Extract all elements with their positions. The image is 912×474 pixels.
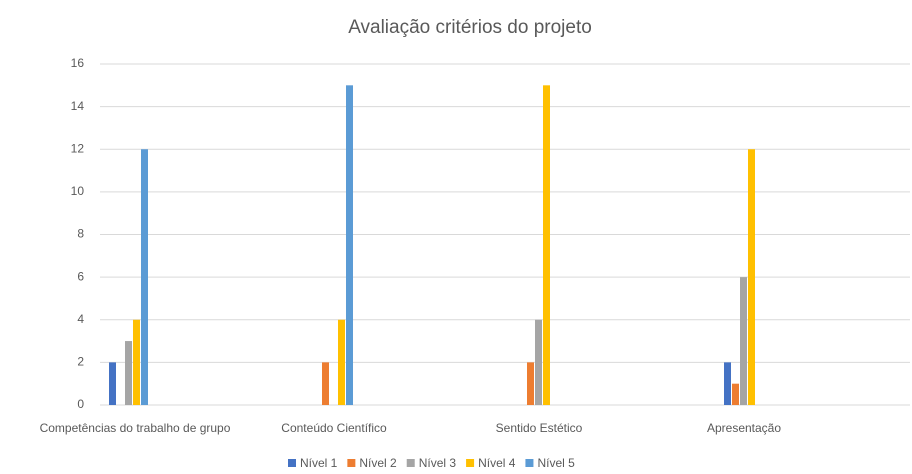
bar (338, 319, 345, 405)
y-tick-label: 2 (77, 355, 84, 369)
bar (535, 319, 542, 405)
y-tick-label: 4 (77, 312, 84, 326)
y-tick-label: 0 (77, 397, 84, 411)
bar (125, 341, 132, 405)
bar (740, 277, 747, 405)
bar (543, 85, 550, 405)
legend-label: Nível 2 (359, 456, 397, 470)
bar (527, 362, 534, 405)
bar (748, 149, 755, 405)
bar (724, 362, 731, 405)
chart-title: Avaliação critérios do projeto (348, 17, 592, 38)
y-tick-label: 14 (71, 99, 85, 113)
legend-label: Nível 3 (419, 456, 457, 470)
x-tick-label: Competências do trabalho de grupo (40, 421, 231, 435)
x-tick-label: Sentido Estético (496, 421, 583, 435)
legend-swatch (288, 459, 296, 467)
y-tick-label: 10 (71, 184, 85, 198)
legend-swatch (347, 459, 356, 467)
x-tick-label: Conteúdo Científico (281, 421, 387, 435)
legend-swatch (466, 459, 475, 467)
bar (141, 149, 148, 405)
legend-label: Nível 4 (478, 456, 516, 470)
bar (133, 319, 140, 405)
y-tick-label: 16 (71, 56, 85, 70)
legend-swatch (406, 459, 415, 467)
bar (732, 383, 739, 405)
legend-label: Nível 1 (300, 456, 338, 470)
legend-label: Nível 5 (537, 456, 575, 470)
x-tick-label: Apresentação (707, 421, 781, 435)
y-tick-label: 12 (71, 141, 85, 155)
y-tick-label: 8 (77, 227, 84, 241)
y-tick-label: 6 (77, 269, 84, 283)
bar (322, 362, 329, 405)
legend-swatch (525, 459, 534, 467)
bar (109, 362, 116, 405)
bar (346, 85, 353, 405)
